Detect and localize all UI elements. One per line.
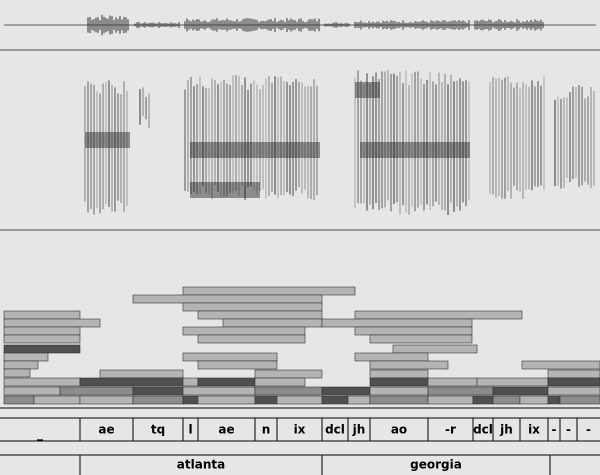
lattice-bar [198, 396, 255, 404]
lattice-bar [4, 361, 38, 369]
lattice-bar [370, 335, 472, 343]
phone-label: - [552, 423, 557, 437]
lattice-bar [348, 396, 370, 404]
lattice-bar [428, 396, 473, 404]
spectrogram-formant [190, 142, 320, 158]
lattice-bar [493, 396, 520, 404]
phone-label: tq [151, 423, 165, 437]
phone-label: n [262, 423, 271, 437]
lattice-bar [183, 303, 322, 311]
phone-label: ix [528, 423, 540, 437]
lattice-bar [322, 319, 472, 327]
lattice-bar [34, 396, 80, 404]
lattice-bar [428, 378, 477, 386]
lattice-bar [4, 327, 80, 335]
lattice-bar [4, 396, 34, 404]
lattice-bar [133, 387, 183, 395]
lattice-bar [198, 311, 322, 319]
lattice-bar [198, 335, 305, 343]
lattice-bar [255, 370, 322, 378]
lattice-bar [277, 396, 322, 404]
lattice-bar [370, 387, 428, 395]
lattice-bar [100, 370, 183, 378]
lattice-bar [183, 287, 355, 295]
lattice-bar [183, 396, 198, 404]
lattice-bar [370, 361, 448, 369]
lattice-bar [4, 319, 100, 327]
phone-label: ao [391, 423, 407, 437]
phone-label: ae [98, 423, 114, 437]
lattice-bar [183, 378, 198, 386]
lattice-bar [255, 396, 277, 404]
lattice-bar [133, 295, 322, 303]
lattice-bar [183, 387, 255, 395]
lattice-bar [548, 396, 560, 404]
lattice-bar [223, 319, 322, 327]
lattice-bar [370, 378, 428, 386]
phone-label: dcl [473, 423, 493, 437]
lattice-bar [355, 311, 522, 319]
lattice-bar [255, 378, 305, 386]
phone-label: - [586, 423, 591, 437]
spectrogram-formant [85, 132, 130, 148]
lattice-bar [548, 387, 600, 395]
lattice-bar [522, 361, 600, 369]
lattice-bar [80, 378, 183, 386]
lattice-bar [198, 378, 255, 386]
word-label: atlanta [177, 458, 225, 472]
lattice-bar [493, 387, 548, 395]
lattice-bar [183, 327, 305, 335]
lattice-bar [198, 361, 277, 369]
phone-label: _ [37, 427, 43, 442]
word-label: georgia [410, 458, 462, 472]
lattice-bar [428, 387, 493, 395]
phone-label: jh [499, 423, 513, 437]
lattice-bar [4, 311, 80, 319]
lattice-bar [133, 396, 183, 404]
lattice-bar [560, 396, 600, 404]
lattice-bar [473, 396, 493, 404]
phone-label: -r [445, 423, 456, 437]
phone-label: ae [218, 423, 234, 437]
lattice-bar [548, 370, 600, 378]
lattice-bar [4, 378, 80, 386]
lattice-bar [60, 387, 133, 395]
spectrogram-formant [360, 142, 470, 158]
lattice-bar [4, 353, 48, 361]
phone-label: l [188, 423, 192, 437]
lattice-bar [355, 327, 472, 335]
phone-label: ix [294, 423, 306, 437]
phone-label: dcl [325, 423, 345, 437]
lattice-bar [183, 353, 277, 361]
speech-analysis-view: _aetqlaenixdcljhao-rdcljhix--- atlantage… [0, 0, 600, 475]
lattice-bar [355, 353, 428, 361]
lattice-bar [370, 396, 428, 404]
lattice-bar [370, 370, 428, 378]
lattice-bar [477, 378, 548, 386]
phone-label: - [566, 423, 571, 437]
lattice-bar [322, 396, 348, 404]
lattice-bar [80, 396, 133, 404]
phone-label: jh [352, 423, 366, 437]
lattice-bar [255, 387, 322, 395]
spectrogram-formant [355, 82, 380, 98]
lattice-bar [4, 369, 30, 377]
lattice-bar [4, 345, 80, 353]
lattice-bar [322, 387, 370, 395]
lattice-bar [4, 387, 60, 395]
lattice-bar [393, 345, 477, 353]
lattice-bar [548, 378, 600, 386]
lattice-bar [4, 335, 80, 343]
lattice-bar [520, 396, 548, 404]
spectrogram-formant [190, 182, 260, 198]
